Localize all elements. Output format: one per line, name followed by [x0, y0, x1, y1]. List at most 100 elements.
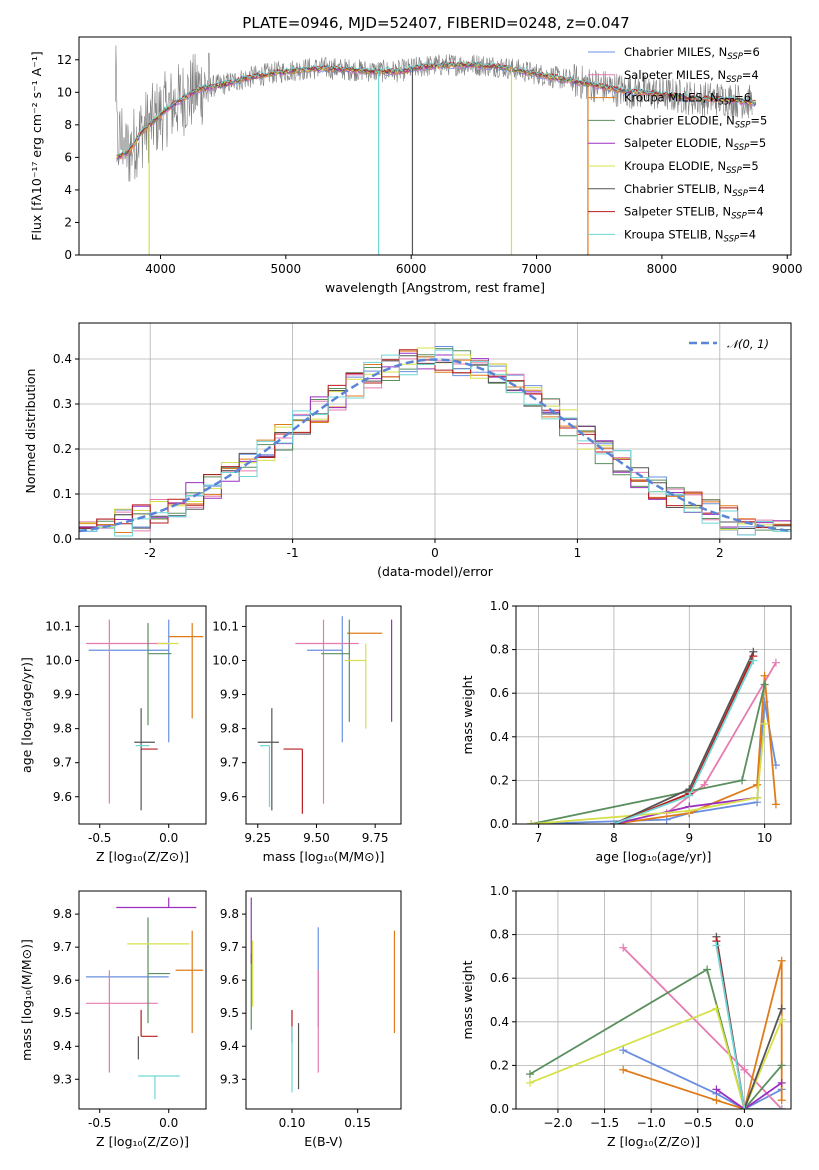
y-tick-label: 9.6	[220, 790, 239, 804]
legend-label-sub: SSP	[727, 52, 743, 62]
legend-label-count: =5	[742, 159, 759, 173]
legend-label-count: =5	[749, 136, 766, 150]
x-axis-label: E(B-V)	[304, 1134, 343, 1149]
y-tick-label: 0.1	[53, 487, 72, 501]
weight-line-kroupa-stelib	[715, 945, 782, 1109]
y-tick-label: 0.6	[490, 971, 509, 985]
legend-label: 𝒩(0, 1)	[727, 337, 769, 351]
x-tick-label: 7000	[521, 262, 552, 276]
y-axis-label: mass [log₁₀(M/M⊙)]	[19, 939, 34, 1061]
weight-point-marker	[609, 820, 618, 824]
plot-area	[79, 346, 791, 539]
y-tick-label: 0.6	[490, 686, 509, 700]
x-tick-label: 10	[757, 831, 772, 845]
panel-spectrum: 4000 5000 6000 7000 8000 9000 0 2 4 6 8 10 12 wavelen…	[29, 36, 803, 295]
weight-point-marker	[760, 719, 769, 728]
legend-label: Chabrier STELIB, NSSP=4	[624, 182, 765, 199]
y-tick-label: 9.8	[220, 907, 239, 921]
weight-point-marker	[712, 1004, 721, 1013]
y-tick-label: 9.6	[53, 790, 72, 804]
residual-legend: 𝒩(0, 1)	[689, 337, 769, 351]
weight-line-kroupa-elodie	[531, 723, 766, 824]
x-tick-label: −1.0	[637, 1116, 666, 1130]
weight-line-chabrier-stelib	[715, 936, 783, 1109]
legend-label-main: Kroupa MILES, N	[624, 91, 719, 105]
x-tick-label: 0.0	[159, 1116, 178, 1130]
y-tick-label: 0.3	[53, 397, 72, 411]
weight-point-marker	[712, 941, 721, 950]
y-tick-label: 9.4	[220, 1039, 239, 1053]
panel-age-vs-mass: 9.25 9.50 9.75 9.6 9.7 9.8 9.9 10.0 10.1 mass [lo…	[212, 605, 402, 864]
normal-reference-curve	[79, 358, 791, 533]
x-tick-label: 9.75	[362, 831, 389, 845]
model-line-kroupa-stelib	[116, 60, 757, 156]
x-tick-label: 8	[610, 831, 618, 845]
legend-label-count: =4	[748, 182, 765, 196]
y-tick-label: 9.6	[53, 973, 72, 987]
y-tick-label: 10.1	[45, 619, 72, 633]
panel-mass-vs-EBV: 0.10 0.15 9.3 9.4 9.5 9.6 9.7 9.8 E(B-V)	[220, 890, 402, 1149]
weight-point-marker	[760, 680, 769, 689]
legend-label: Kroupa STELIB, NSSP=4	[624, 227, 756, 244]
weight-point-marker	[777, 1096, 786, 1105]
x-axis-label: Z [log₁₀(Z/Z⊙)]	[96, 849, 189, 864]
weight-line-chabrier-miles	[622, 1049, 783, 1109]
x-tick-label: 9000	[772, 262, 803, 276]
x-axis-label: Z [log₁₀(Z/Z⊙)]	[607, 1134, 700, 1149]
y-tick-label: 9.9	[53, 688, 72, 702]
axes-frame	[515, 890, 792, 1110]
y-tick-label: 8	[64, 118, 72, 132]
weight-point-marker	[777, 956, 786, 965]
panel-mass-weight-vs-Z: −2.0 −1.5 −1.0 −0.5 0.0 0.0 0.2 0.4 0.6 0.8 1.0 Z […	[460, 884, 792, 1149]
y-axis-label: mass weight	[460, 960, 475, 1039]
weight-point-marker	[777, 1015, 786, 1024]
weight-line-chabrier-elodie	[529, 968, 783, 1109]
x-tick-label: 4000	[145, 262, 176, 276]
panels-group: 4000 5000 6000 7000 8000 9000024681012wavelen…	[19, 36, 803, 1149]
legend-label-sub: SSP	[726, 75, 742, 85]
weight-point-marker	[760, 671, 769, 680]
axes-frame	[78, 36, 792, 256]
legend-label-main: Chabrier STELIB, N	[624, 182, 732, 196]
y-tick-label: 10	[57, 85, 72, 99]
weight-point-marker	[753, 780, 762, 789]
legend-label: Salpeter ELODIE, NSSP=5	[624, 136, 766, 153]
legend-label-sub: SSP	[734, 143, 750, 153]
y-tick-label: 1.0	[490, 599, 509, 613]
weight-point-marker	[777, 1004, 786, 1013]
x-tick-label: 0.15	[344, 1116, 371, 1130]
axes-frame	[78, 890, 207, 1110]
weight-point-marker	[753, 793, 762, 802]
weight-point-marker	[525, 1070, 534, 1079]
x-tick-label: 0.10	[279, 1116, 306, 1130]
y-tick-label: 9.7	[53, 940, 72, 954]
x-axis-label: Z [log₁₀(Z/Z⊙)]	[96, 1134, 189, 1149]
weight-point-marker	[777, 1078, 786, 1087]
legend-label-main: Kroupa ELODIE, N	[624, 159, 726, 173]
weight-point-marker	[712, 1096, 721, 1105]
weight-line-chabrier-elodie	[530, 684, 766, 824]
axes-frame	[245, 605, 402, 825]
figure-title: PLATE=0946, MJD=52407, FIBERID=0248, z=0…	[242, 14, 629, 32]
x-tick-label: -0.5	[88, 1116, 111, 1130]
y-tick-label: 6	[64, 150, 72, 164]
weight-point-marker	[771, 800, 780, 809]
plot-area	[257, 616, 393, 814]
panel-residuals: -2 -1 0 1 2 0.0 0.1 0.2 0.3 0.4 (data-model)/error…	[23, 322, 792, 579]
weight-point-marker	[777, 1105, 786, 1109]
y-tick-label: 9.6	[220, 973, 239, 987]
y-tick-label: 9.3	[53, 1072, 72, 1086]
axes-frame	[515, 605, 792, 825]
weight-line-salpeter-stelib	[715, 940, 782, 1109]
x-axis-label: age [log₁₀(age/yr)]	[596, 849, 712, 864]
weight-point-marker	[771, 658, 780, 667]
y-tick-label: 9.5	[53, 1006, 72, 1020]
weight-point-marker	[619, 1065, 628, 1074]
y-axis-label: mass weight	[460, 675, 475, 754]
weight-point-marker	[740, 1105, 749, 1109]
x-tick-label: 1	[574, 546, 582, 560]
plot-area	[525, 932, 786, 1109]
legend-label-sub: SSP	[731, 212, 747, 222]
x-tick-label: −1.5	[590, 1116, 619, 1130]
weight-point-marker	[685, 791, 694, 800]
